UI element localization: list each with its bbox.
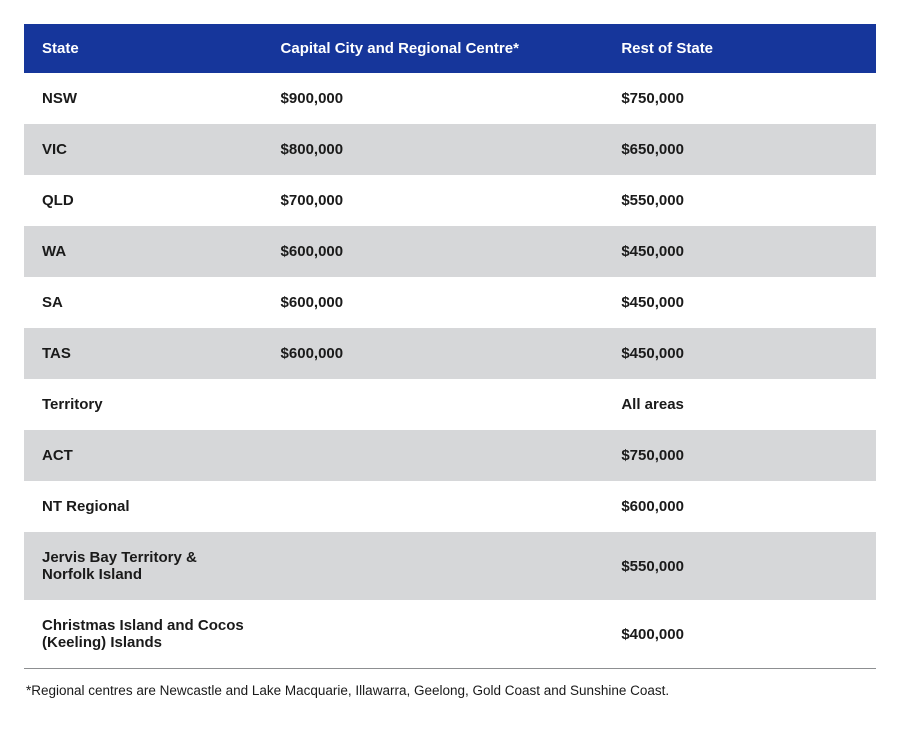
table-row: Territory All areas — [24, 379, 876, 430]
table-row: VIC $800,000 $650,000 — [24, 124, 876, 175]
cell-rest: $450,000 — [603, 328, 876, 379]
cell-state: Jervis Bay Territory & Norfolk Island — [24, 532, 263, 600]
cell-state: SA — [24, 277, 263, 328]
cell-rest: $550,000 — [603, 175, 876, 226]
column-header-capital: Capital City and Regional Centre* — [263, 24, 604, 73]
cell-capital: $800,000 — [263, 124, 604, 175]
cell-rest: $600,000 — [603, 481, 876, 532]
cell-state: TAS — [24, 328, 263, 379]
table-header-row: State Capital City and Regional Centre* … — [24, 24, 876, 73]
table-row: TAS $600,000 $450,000 — [24, 328, 876, 379]
cell-state: Territory — [24, 379, 263, 430]
cell-rest: $450,000 — [603, 277, 876, 328]
cell-state: NSW — [24, 73, 263, 124]
cell-rest: $750,000 — [603, 73, 876, 124]
cell-state: WA — [24, 226, 263, 277]
cell-capital: $900,000 — [263, 73, 604, 124]
table-row: WA $600,000 $450,000 — [24, 226, 876, 277]
cell-state: NT Regional — [24, 481, 263, 532]
cell-rest: $550,000 — [603, 532, 876, 600]
table-row: Christmas Island and Cocos (Keeling) Isl… — [24, 600, 876, 668]
cell-state: ACT — [24, 430, 263, 481]
cell-rest: All areas — [603, 379, 876, 430]
cell-state: QLD — [24, 175, 263, 226]
table-row: ACT $750,000 — [24, 430, 876, 481]
column-header-rest: Rest of State — [603, 24, 876, 73]
cell-rest: $450,000 — [603, 226, 876, 277]
cell-capital — [263, 379, 604, 430]
table-row: Jervis Bay Territory & Norfolk Island $5… — [24, 532, 876, 600]
cell-capital — [263, 481, 604, 532]
price-cap-table: State Capital City and Regional Centre* … — [24, 24, 876, 668]
table-row: NSW $900,000 $750,000 — [24, 73, 876, 124]
cell-capital: $600,000 — [263, 277, 604, 328]
cell-capital — [263, 532, 604, 600]
price-cap-table-container: State Capital City and Regional Centre* … — [24, 24, 876, 698]
cell-capital: $700,000 — [263, 175, 604, 226]
cell-capital — [263, 430, 604, 481]
cell-state: Christmas Island and Cocos (Keeling) Isl… — [24, 600, 263, 668]
table-row: QLD $700,000 $550,000 — [24, 175, 876, 226]
cell-rest: $750,000 — [603, 430, 876, 481]
table-row: SA $600,000 $450,000 — [24, 277, 876, 328]
cell-state: VIC — [24, 124, 263, 175]
cell-rest: $650,000 — [603, 124, 876, 175]
cell-rest: $400,000 — [603, 600, 876, 668]
table-row: NT Regional $600,000 — [24, 481, 876, 532]
column-header-state: State — [24, 24, 263, 73]
cell-capital: $600,000 — [263, 226, 604, 277]
cell-capital: $600,000 — [263, 328, 604, 379]
cell-capital — [263, 600, 604, 668]
footnote-text: *Regional centres are Newcastle and Lake… — [24, 669, 876, 698]
